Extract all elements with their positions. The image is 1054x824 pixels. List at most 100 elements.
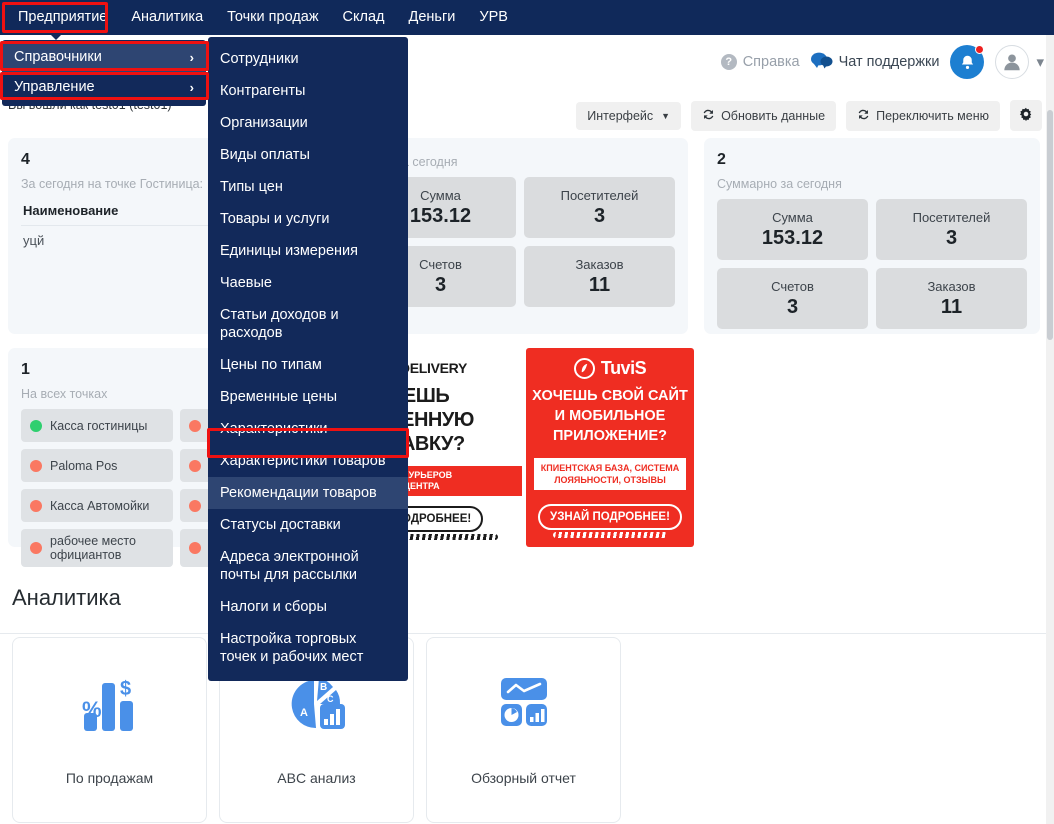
submenu-item-nastrojka-torgovyh-tochek[interactable]: Настройка торговых точек и рабочих мест [220,631,364,665]
pos-card-number: 1 [21,361,30,378]
submenu-item-kontragenty[interactable]: Контрагенты [220,83,306,99]
main-navbar: Предприятие Аналитика Точки продаж Склад… [0,0,1054,35]
svg-text:A: A [300,707,308,719]
interface-dropdown-button[interactable]: Интерфейс ▼ [576,101,682,130]
stat-box-bills: Счетов 3 [717,268,868,329]
status-dot-icon [30,459,42,472]
menu-level1: Справочники › Управление › [2,40,206,106]
chevron-right-icon: › [189,79,194,95]
stat-label: Заказов [927,279,976,294]
submenu-item-rekomendacii-tovarov[interactable]: Рекомендации товаров [208,477,408,509]
status-dot-icon [30,419,42,432]
chevron-down-icon: ▼ [661,110,671,121]
submenu-item-organizacii[interactable]: Организации [220,115,308,131]
status-dot-icon [188,542,201,554]
stat-label: Заказов [575,257,624,272]
stat-value: 3 [786,296,799,318]
stat-grid: Сумма 153.12 Посетителей 3 Счетов 3 Зака… [717,199,1027,329]
submenu-item-adresa-elektronnoj-pochty[interactable]: Адреса электронной почты для рассылки [220,549,359,583]
analytics-card-label: ABC анализ [277,770,356,786]
support-chat-link[interactable]: Чат поддержки [810,52,939,73]
stat-label: Счетов [419,257,462,272]
nav-item-dengi[interactable]: Деньги [408,9,456,25]
cell-name: уцй [23,233,45,248]
tuvis-line1: ХОЧЕШЬ СВОЙ САЙТ [532,388,688,404]
submenu-item-harakteristiki[interactable]: Характеристики [220,421,328,437]
rope-decoration [368,534,498,540]
submenu-item-harakteristiki-tovarov[interactable]: Характеристики товаров [220,453,386,469]
user-avatar-icon[interactable] [995,45,1030,79]
submenu-item-sotrudniki[interactable]: Сотрудники [220,51,299,67]
page-scrollbar-track[interactable] [1046,35,1054,824]
stat-box-sum: Сумма 153.12 [717,199,868,260]
refresh-data-label: Обновить данные [721,108,826,123]
menu-item-spravochniki[interactable]: Справочники › [2,42,206,72]
stat-value: 11 [588,274,611,296]
settings-button[interactable] [1010,100,1042,131]
stat-label: Посетителей [560,188,639,203]
analytics-card-label: По продажам [65,770,154,786]
menu-item-label: Справочники [14,49,102,65]
list-item[interactable]: Paloma Pos [21,449,173,482]
stat-value: 153.12 [761,227,824,249]
nav-item-tochki-prodazh[interactable]: Точки продаж [227,9,319,25]
list-item[interactable]: рабочее место официантов [21,529,173,567]
overview-report-icon [427,638,620,770]
switch-menu-button[interactable]: Переключить меню [846,100,1000,131]
nav-item-urv[interactable]: УРВ [479,9,508,25]
analytics-card-label: Обзорный отчет [471,770,576,786]
stat-value: 153.12 [409,205,472,227]
menu-level2-spravochniki: Сотрудники Контрагенты Организации Виды … [208,37,408,681]
submenu-item-ceny-po-tipam[interactable]: Цены по типам [220,357,322,373]
svg-text:$: $ [120,678,131,700]
status-dot-icon [30,499,42,512]
submenu-item-vremennye-ceny[interactable]: Временные цены [220,389,337,405]
list-item[interactable]: Касса Автомойки [21,489,173,522]
refresh-icon [702,108,715,124]
chat-bubbles-icon [810,52,833,73]
tuvis-ad-banner[interactable]: TuviS ХОЧЕШЬ СВОЙ САЙТ И МОБИЛЬНОЕ ПРИЛО… [526,348,694,547]
list-item[interactable]: Касса гостиницы [21,409,173,442]
menu-item-label: Управление [14,79,95,95]
pos-name: Касса Автомойки [50,498,150,513]
nav-item-sklad[interactable]: Склад [342,9,385,25]
help-label: Справка [742,54,800,70]
tuvis-cta-button[interactable]: УЗНАЙ ПОДРОБНЕЕ! [538,504,682,530]
stat-value: 3 [593,205,606,227]
analytics-card-overview[interactable]: Обзорный отчет [426,637,621,823]
header-actions: ? Справка Чат поддержки ▾ [720,45,1044,79]
refresh-data-button[interactable]: Обновить данные [691,100,837,131]
abc-pie-chart-icon: A B C [220,638,413,770]
tuvis-brand-row: TuviS [526,348,694,379]
stat-box-visitors: Посетителей 3 [524,177,675,238]
chevron-down-icon[interactable]: ▾ [1036,54,1044,71]
kpi-cards-row: 4 За сегодня на точке Гостиница: Наимено… [0,138,1054,338]
column-header-name: Наименование [21,199,198,226]
nav-item-predpriyatie[interactable]: Предприятие [18,9,108,25]
notifications-button[interactable] [950,45,985,79]
svg-text:B: B [320,682,327,693]
submenu-item-tovary-i-uslugi[interactable]: Товары и услуги [220,211,330,227]
status-dot-icon [30,542,42,554]
submenu-item-nalogi-i-sbory[interactable]: Налоги и сборы [220,599,327,615]
nav-item-analitika[interactable]: Аналитика [131,9,204,25]
stat-grid: Сумма 153.12 Посетителей 3 Счетов 3 Зака… [365,177,675,307]
tuvis-brand: TuviS [600,358,647,378]
submenu-item-chaevye[interactable]: Чаевые [220,275,272,291]
pos-name: рабочее место официантов [50,534,136,562]
menu-item-upravlenie[interactable]: Управление › [2,72,206,102]
submenu-item-statusy-dostavki[interactable]: Статусы доставки [220,517,341,533]
submenu-item-vidy-oplaty[interactable]: Виды оплаты [220,147,310,163]
submenu-item-edinicy-izmereniya[interactable]: Единицы измерения [220,243,358,259]
kpi-card-subtitle: арно за сегодня [365,155,458,169]
page-scrollbar-thumb[interactable] [1047,110,1053,340]
tuvis-bird-icon [573,358,595,379]
submenu-item-tipy-cen[interactable]: Типы цен [220,179,283,195]
banner-strip-line1: НАЙМА КУРЬЕРОВ [367,470,453,480]
stat-label: Посетителей [912,210,991,225]
help-link[interactable]: ? Справка [720,54,800,70]
gear-icon [1019,107,1033,124]
menu-pointer-arrow [49,33,63,40]
analytics-card-sales[interactable]: % $ По продажам [12,637,207,823]
submenu-item-stati-dohodov-i-rashodov[interactable]: Статьи доходов и расходов [220,307,339,341]
